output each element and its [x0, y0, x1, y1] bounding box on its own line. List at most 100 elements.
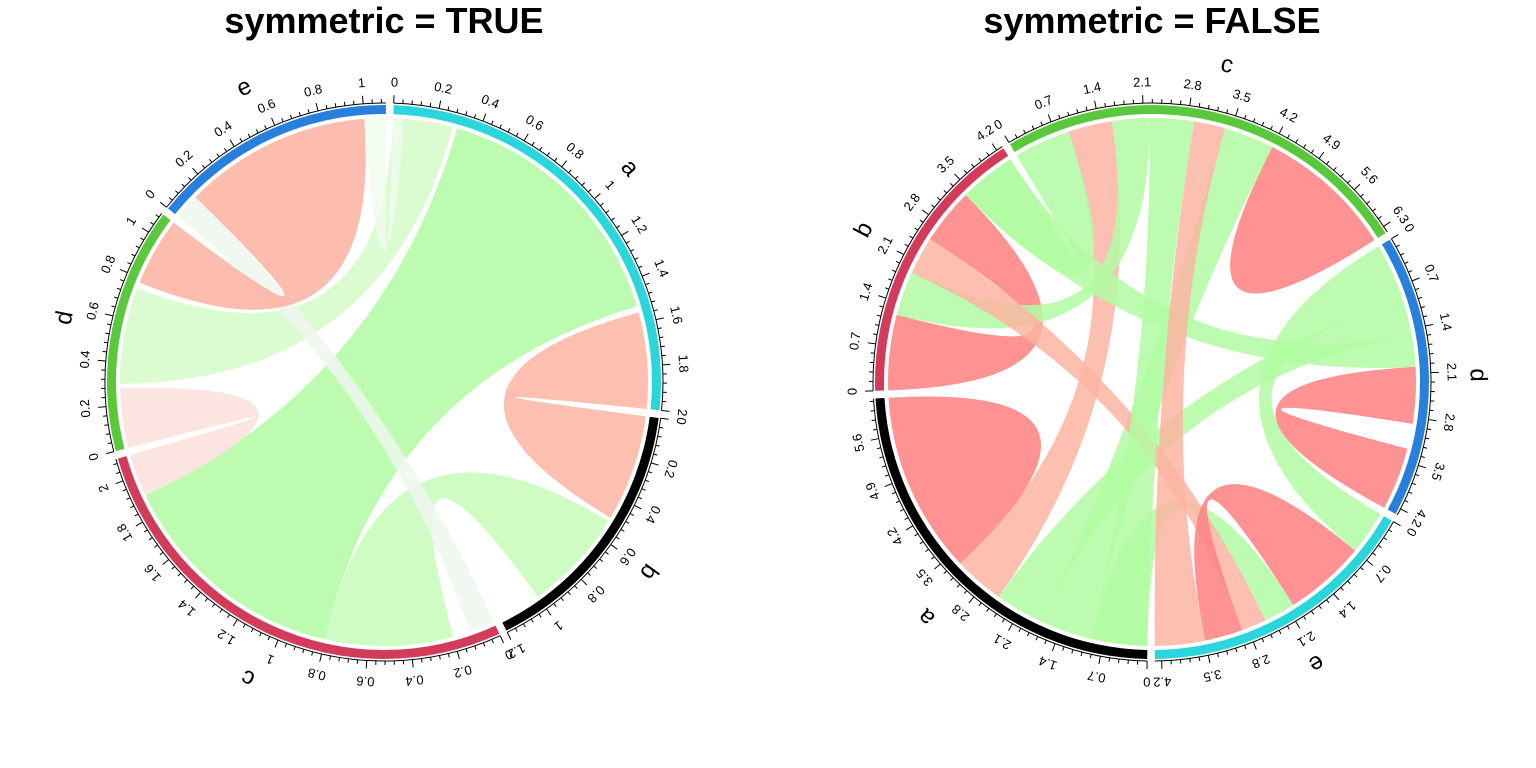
- tick-label: 0.4: [211, 118, 234, 140]
- major-tick: [1207, 655, 1211, 664]
- minor-tick: [876, 314, 881, 317]
- minor-tick: [302, 649, 305, 654]
- major-tick: [661, 410, 670, 412]
- minor-tick: [1372, 208, 1377, 212]
- minor-tick: [120, 279, 125, 282]
- tick-label: 1: [357, 75, 365, 90]
- minor-tick: [1001, 618, 1005, 623]
- minor-tick: [891, 269, 896, 273]
- sector-track-c: [117, 456, 500, 660]
- minor-tick: [491, 639, 494, 644]
- minor-tick: [638, 265, 643, 269]
- tick-label: 0.6: [617, 545, 640, 568]
- minor-tick: [154, 544, 158, 548]
- major-tick: [1008, 623, 1013, 631]
- minor-tick: [465, 111, 468, 116]
- tick-label: 1: [264, 651, 276, 668]
- sector-name-c: c: [1218, 50, 1236, 79]
- minor-tick: [113, 463, 118, 466]
- major-tick: [1425, 323, 1434, 327]
- minor-tick: [204, 597, 208, 602]
- minor-tick: [1340, 587, 1344, 591]
- minor-tick: [168, 197, 173, 201]
- tick-label: 2.1: [1295, 628, 1318, 650]
- major-tick: [991, 143, 998, 151]
- minor-tick: [554, 157, 558, 162]
- minor-tick: [891, 491, 896, 495]
- major-tick: [1383, 221, 1391, 227]
- tick-label: 1.8: [113, 521, 135, 544]
- major-tick: [580, 578, 588, 586]
- minor-tick: [239, 138, 243, 143]
- chord-link-b-c: [324, 472, 609, 646]
- minor-tick: [177, 572, 182, 577]
- minor-tick: [184, 579, 188, 583]
- minor-tick: [1226, 650, 1229, 655]
- chord-link-c-e: [178, 197, 494, 632]
- minor-tick: [1423, 446, 1428, 449]
- tick-label: 0.8: [563, 139, 586, 162]
- minor-tick: [1076, 109, 1079, 114]
- minor-tick: [884, 287, 890, 290]
- minor-tick: [531, 141, 535, 146]
- minor-tick: [653, 453, 658, 456]
- tick-label: 4.2: [1153, 674, 1172, 690]
- minor-tick: [605, 210, 610, 214]
- tick-label: 0.7: [1371, 562, 1394, 585]
- major-tick: [884, 483, 893, 488]
- minor-tick: [343, 101, 346, 106]
- minor-tick: [143, 529, 148, 533]
- major-tick: [1353, 183, 1361, 191]
- minor-tick: [648, 291, 653, 294]
- sector-axis-b: [507, 418, 662, 633]
- major-tick: [194, 591, 201, 599]
- minor-tick: [1217, 106, 1219, 111]
- tick-label: 0.7: [1086, 668, 1107, 686]
- tick-label: 2.8: [949, 601, 972, 624]
- minor-tick: [546, 152, 550, 156]
- tick-label: 0: [142, 187, 158, 202]
- minor-tick: [587, 188, 592, 193]
- tick-label: 2.1: [1133, 74, 1152, 90]
- minor-tick: [1404, 500, 1409, 503]
- minor-tick: [593, 565, 598, 570]
- minor-tick: [971, 163, 975, 168]
- minor-tick: [420, 101, 423, 106]
- major-tick: [546, 608, 552, 616]
- major-tick: [319, 653, 323, 662]
- major-tick: [1318, 151, 1325, 159]
- tick-label: 3.5: [1231, 86, 1253, 106]
- minor-tick: [1198, 102, 1201, 108]
- minor-tick: [127, 262, 132, 265]
- minor-tick: [1340, 173, 1344, 177]
- major-tick: [1004, 135, 1010, 143]
- minor-tick: [553, 603, 557, 607]
- major-tick: [641, 272, 650, 277]
- minor-tick: [227, 614, 231, 619]
- tick-label: 1: [602, 177, 618, 192]
- major-tick: [482, 113, 487, 122]
- minor-tick: [103, 341, 108, 344]
- chord-link-c-b: [965, 131, 1095, 275]
- minor-tick: [1026, 632, 1030, 637]
- tick-label: 1.4: [1082, 79, 1103, 97]
- tick-label: 0.8: [306, 665, 327, 684]
- minor-tick: [106, 323, 112, 326]
- minor-tick: [530, 618, 534, 623]
- minor-tick: [630, 249, 635, 252]
- minor-tick: [155, 214, 160, 218]
- minor-tick: [105, 433, 110, 436]
- minor-tick: [255, 129, 259, 134]
- minor-tick: [1303, 144, 1307, 149]
- minor-tick: [1326, 599, 1330, 604]
- sector-name-d: d: [1464, 368, 1491, 382]
- tick-label: 0.4: [479, 91, 501, 111]
- minor-tick: [1415, 473, 1420, 477]
- sector-name-e: e: [232, 72, 256, 102]
- minor-tick: [1395, 244, 1400, 248]
- major-tick: [1278, 126, 1284, 134]
- sector-name-e: e: [1304, 649, 1329, 679]
- minor-tick: [216, 153, 220, 158]
- minor-tick: [1318, 605, 1322, 610]
